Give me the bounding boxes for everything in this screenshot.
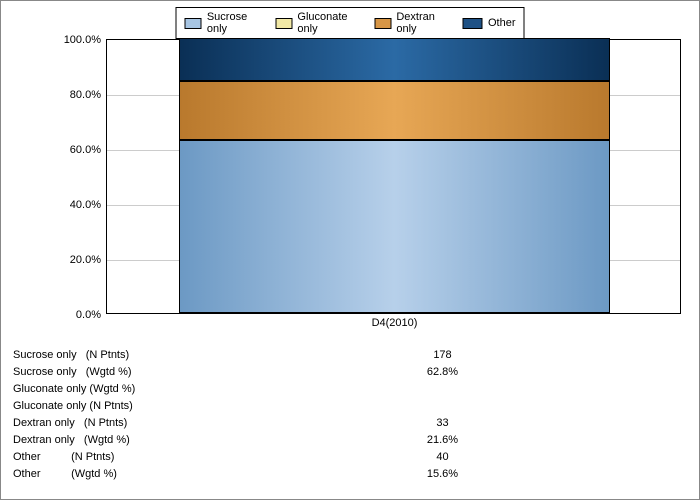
- legend-label: Other: [488, 17, 516, 29]
- legend-label: Dextran only: [396, 11, 449, 35]
- table-row-value: 62.8%: [186, 366, 699, 378]
- table-row-value: 33: [186, 417, 699, 429]
- table-row: Dextran only (N Ptnts)33: [1, 414, 699, 431]
- table-row: Other (Wgtd %)15.6%: [1, 465, 699, 482]
- table-row-label: Sucrose only (Wgtd %): [1, 366, 186, 378]
- legend-item-sucrose: Sucrose only: [185, 11, 262, 35]
- plot-area: 0.0%20.0%40.0%60.0%80.0%100.0%D4(2010): [106, 39, 681, 314]
- table-row-value: 40: [186, 451, 699, 463]
- bar-segment-sucrose: [179, 140, 610, 313]
- y-tick-label: 100.0%: [64, 34, 107, 46]
- y-tick-label: 40.0%: [70, 199, 107, 211]
- bar-segment-dextran: [179, 81, 610, 140]
- table-row-label: Other (N Ptnts): [1, 451, 186, 463]
- legend-item-other: Other: [463, 17, 516, 29]
- table-row: Other (N Ptnts)40: [1, 448, 699, 465]
- legend-swatch-gluconate: [275, 18, 292, 29]
- legend-item-dextran: Dextran only: [374, 11, 449, 35]
- legend-swatch-sucrose: [185, 18, 202, 29]
- bar-segment-other: [179, 38, 610, 81]
- y-tick-label: 80.0%: [70, 89, 107, 101]
- y-tick-label: 0.0%: [76, 309, 107, 321]
- legend-swatch-dextran: [374, 18, 391, 29]
- table-row-label: Sucrose only (N Ptnts): [1, 349, 186, 361]
- table-row-label: Gluconate only (N Ptnts): [1, 400, 186, 412]
- table-row-label: Other (Wgtd %): [1, 468, 186, 480]
- table-row-value: 21.6%: [186, 434, 699, 446]
- table-row-value: 15.6%: [186, 468, 699, 480]
- table-row-value: 178: [186, 349, 699, 361]
- x-category-label: D4(2010): [372, 313, 418, 329]
- table-row: Gluconate only (N Ptnts): [1, 397, 699, 414]
- legend-swatch-other: [463, 18, 483, 29]
- table-row-label: Gluconate only (Wgtd %): [1, 383, 186, 395]
- chart-container: Sucrose only Gluconate only Dextran only…: [0, 0, 700, 500]
- y-tick-label: 60.0%: [70, 144, 107, 156]
- table-row: Sucrose only (Wgtd %)62.8%: [1, 363, 699, 380]
- table-row: Gluconate only (Wgtd %): [1, 380, 699, 397]
- y-tick-label: 20.0%: [70, 254, 107, 266]
- table-row-label: Dextran only (N Ptnts): [1, 417, 186, 429]
- legend-label: Gluconate only: [297, 11, 360, 35]
- legend-item-gluconate: Gluconate only: [275, 11, 360, 35]
- table-row-label: Dextran only (Wgtd %): [1, 434, 186, 446]
- legend: Sucrose only Gluconate only Dextran only…: [176, 7, 525, 39]
- data-table: Sucrose only (N Ptnts)178Sucrose only (W…: [1, 346, 699, 482]
- table-row: Sucrose only (N Ptnts)178: [1, 346, 699, 363]
- table-row: Dextran only (Wgtd %)21.6%: [1, 431, 699, 448]
- legend-label: Sucrose only: [207, 11, 261, 35]
